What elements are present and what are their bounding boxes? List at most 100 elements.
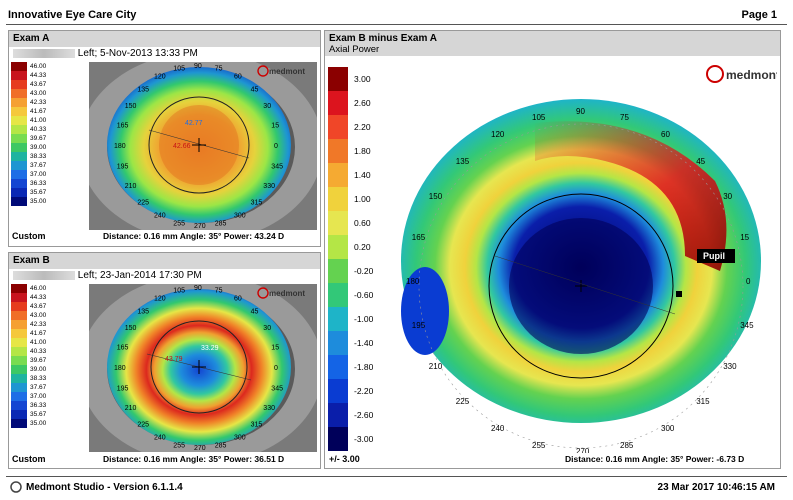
angle-label: 225 — [137, 422, 149, 429]
scale-swatch — [11, 71, 27, 80]
diff-subtitle: Axial Power — [329, 44, 380, 55]
diff-topography-map: Pupil 1059075604512013515016518019521022… — [401, 65, 777, 453]
scale-swatch — [11, 107, 27, 116]
angle-label: 165 — [117, 344, 129, 351]
angle-label: 255 — [532, 441, 546, 450]
scale-swatch — [328, 67, 348, 91]
scale-label: -1.80 — [354, 362, 374, 372]
brand-logo: medmont — [257, 287, 305, 299]
angle-label: 45 — [696, 157, 705, 166]
angle-label: 30 — [263, 103, 271, 110]
scale-step: 39.00 — [11, 143, 46, 152]
angle-label: 210 — [125, 183, 137, 190]
scale-label: 38.33 — [30, 153, 47, 160]
scale-step: -0.60 — [328, 283, 373, 307]
redacted-name — [13, 270, 75, 280]
scale-step: 41.00 — [11, 338, 46, 347]
scale-label: -0.60 — [354, 290, 374, 300]
scale-step: -0.20 — [328, 259, 373, 283]
page-number: Page 1 — [741, 9, 777, 21]
angle-label: 75 — [215, 288, 223, 295]
scale-swatch — [328, 163, 348, 187]
angle-label: 240 — [154, 434, 166, 441]
diff-scale-footer: +/- 3.00 — [329, 454, 360, 464]
scale-step: 35.00 — [11, 197, 46, 206]
scale-step: 35.67 — [11, 188, 46, 197]
exam-a-topography-map: 42.77 42.66 90 75601051201351501651801952… — [89, 62, 317, 230]
scale-label: 1.40 — [354, 170, 371, 180]
scale-swatch — [11, 80, 27, 89]
diff-header: Exam B minus Exam A Axial Power — [325, 31, 780, 56]
header-rule — [6, 24, 787, 25]
scale-swatch — [11, 392, 27, 401]
scale-swatch — [11, 143, 27, 152]
scale-swatch — [11, 161, 27, 170]
angle-label: 60 — [661, 130, 670, 139]
scale-step: 35.67 — [11, 410, 46, 419]
angle-label: 120 — [154, 296, 166, 303]
scale-swatch — [11, 293, 27, 302]
angle-label: 150 — [125, 325, 137, 332]
scale-swatch — [11, 410, 27, 419]
angle-label: 330 — [723, 362, 737, 371]
scale-step: 0.60 — [328, 211, 373, 235]
angle-label: 135 — [137, 308, 149, 315]
svg-text:medmont: medmont — [269, 67, 305, 76]
scale-swatch — [11, 329, 27, 338]
exam-b-callout-2: 33.29 — [201, 345, 219, 352]
scale-swatch — [11, 347, 27, 356]
scale-label: 37.00 — [30, 393, 47, 400]
angle-label: 180 — [114, 143, 126, 150]
scale-label: 39.00 — [30, 366, 47, 373]
angle-label: 315 — [696, 397, 710, 406]
angle-label: 135 — [456, 157, 470, 166]
scale-step: 39.67 — [11, 356, 46, 365]
exam-b-color-scale: 46.00 44.33 43.67 43.00 42.33 41.67 41.00 40.33… — [11, 284, 46, 428]
angle-label: 270 — [194, 223, 206, 230]
scale-step: -1.80 — [328, 355, 373, 379]
scale-label: 0.60 — [354, 218, 371, 228]
scale-swatch — [11, 89, 27, 98]
angle-label: 285 — [215, 442, 227, 449]
angle-label: 345 — [271, 386, 283, 393]
scale-label: 35.00 — [30, 198, 47, 205]
scale-label: 35.67 — [30, 411, 47, 418]
scale-label: 40.33 — [30, 348, 47, 355]
scale-step: 43.67 — [11, 80, 46, 89]
scale-swatch — [328, 211, 348, 235]
scale-step: 2.60 — [328, 91, 373, 115]
angle-label: 165 — [412, 233, 426, 242]
scale-swatch — [328, 187, 348, 211]
scale-step: 43.00 — [11, 311, 46, 320]
scale-label: 35.67 — [30, 189, 47, 196]
scale-label: 37.67 — [30, 384, 47, 391]
scale-step: 38.33 — [11, 374, 46, 383]
exam-b-scale-mode: Custom — [12, 454, 46, 464]
scale-label: 2.20 — [354, 122, 371, 132]
exam-a-distance-info: Distance: 0.16 mm Angle: 35° Power: 43.2… — [103, 231, 285, 241]
exam-b-topography-map: 43.79 33.29 90 75601051201351501651801952… — [89, 284, 317, 452]
exam-b-callout-1: 43.79 — [165, 356, 183, 363]
scale-swatch — [328, 259, 348, 283]
scale-step: 36.33 — [11, 401, 46, 410]
scale-step: 37.00 — [11, 392, 46, 401]
angle-label: 90 — [194, 285, 202, 292]
exam-b-subtitle: Left; 23-Jan-2014 17:30 PM — [9, 269, 320, 283]
scale-label: 41.67 — [30, 330, 47, 337]
scale-label: 43.67 — [30, 81, 47, 88]
scale-label: 3.00 — [354, 74, 371, 84]
angle-label: 150 — [125, 103, 137, 110]
scale-step: -3.00 — [328, 427, 373, 451]
scale-label: 44.33 — [30, 72, 47, 79]
angle-label: 255 — [173, 442, 185, 449]
angle-label: 315 — [251, 422, 263, 429]
scale-label: 41.00 — [30, 339, 47, 346]
angle-label: 225 — [456, 397, 470, 406]
scale-swatch — [328, 91, 348, 115]
angle-label: 255 — [173, 220, 185, 227]
scale-label: 2.60 — [354, 98, 371, 108]
angle-label: 15 — [271, 344, 279, 351]
scale-swatch — [328, 379, 348, 403]
scale-label: 46.00 — [30, 285, 47, 292]
scale-step: 46.00 — [11, 284, 46, 293]
